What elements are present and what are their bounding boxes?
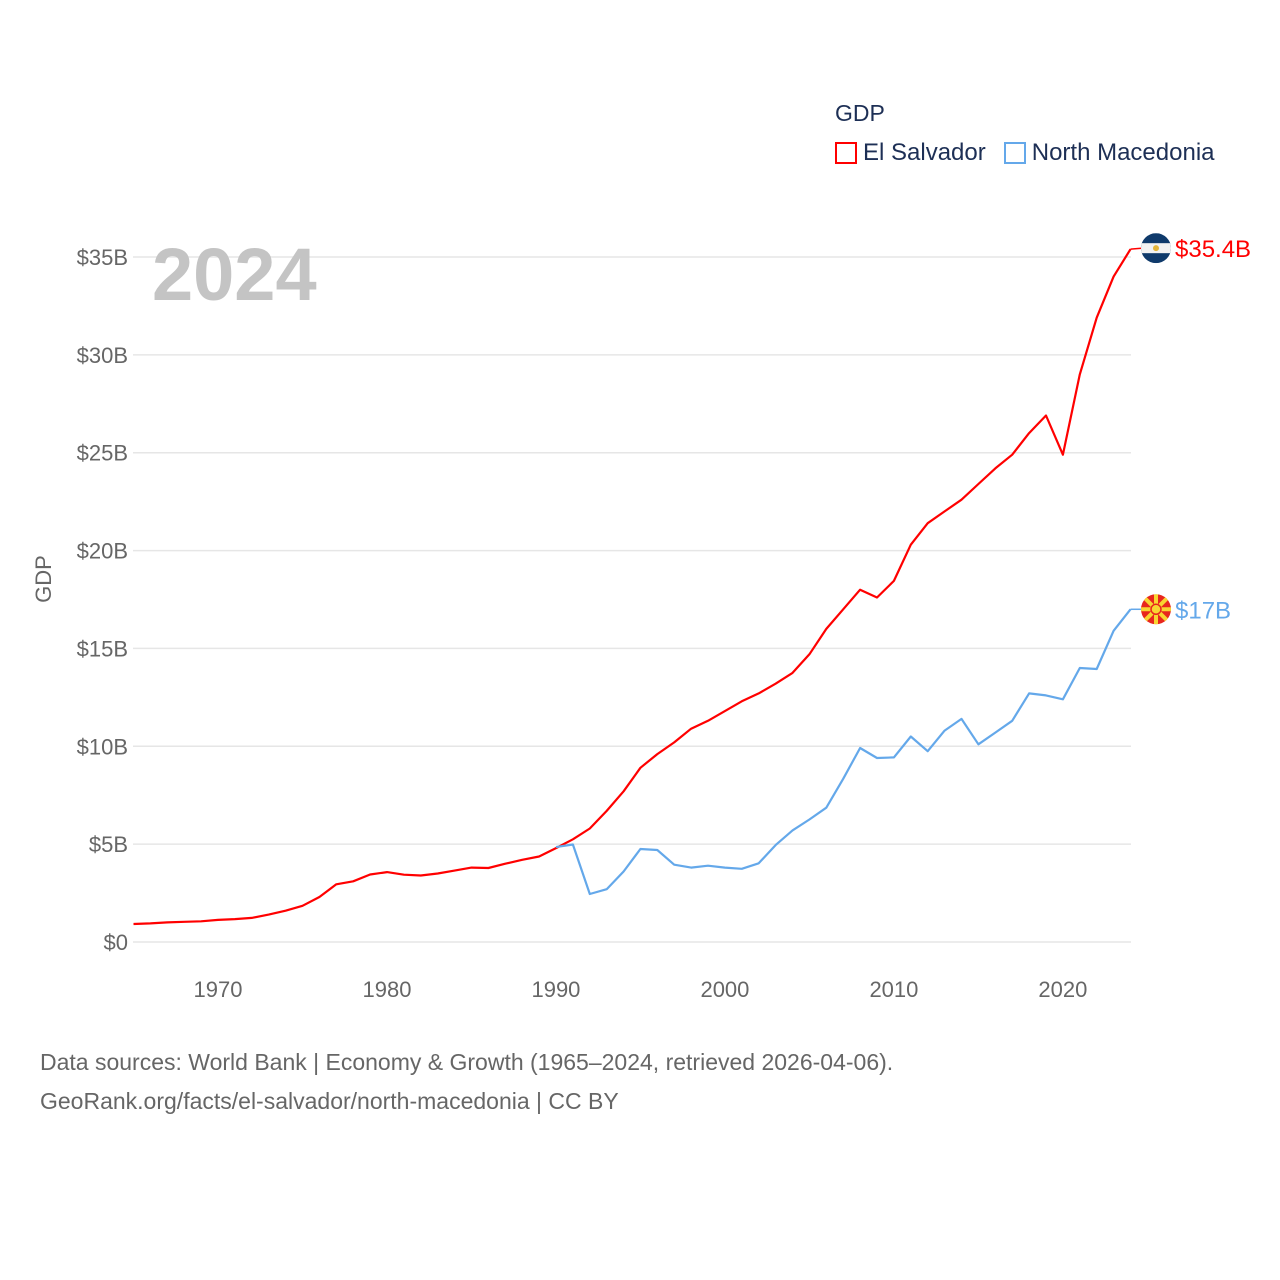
end-value-label: $17B xyxy=(1175,597,1231,624)
legend-swatch-north-macedonia xyxy=(1003,142,1026,164)
flag-sun xyxy=(1150,603,1162,616)
x-tick-label: 2020 xyxy=(1038,977,1087,1002)
series-line-el-salvador xyxy=(133,248,1132,926)
flag-emblem xyxy=(1153,245,1159,252)
x-tick-label: 1970 xyxy=(194,977,243,1002)
y-tick-label: $20B xyxy=(77,539,128,564)
grid-lines xyxy=(133,256,1131,943)
y-tick-label: $10B xyxy=(77,734,128,759)
x-tick-label: 2010 xyxy=(869,977,918,1002)
footer-sources: Data sources: World Bank | Economy & Gro… xyxy=(40,1043,893,1121)
legend: GDP El Salvador North Macedonia xyxy=(835,100,1215,167)
y-tick-label: $25B xyxy=(77,441,128,466)
end-value-label: $35.4B xyxy=(1175,236,1251,263)
year-watermark: 2024 xyxy=(152,233,317,316)
el-salvador-flag-icon xyxy=(1141,233,1171,264)
x-tick-label: 2000 xyxy=(700,977,749,1002)
end-labels: $35.4B $17B xyxy=(1130,233,1251,625)
legend-item-el-salvador[interactable]: El Salvador xyxy=(835,139,986,167)
y-tick-label: $15B xyxy=(77,636,128,661)
gdp-line-chart: $0$5B$10B$15B$20B$25B$30B$35B 1970 1980 19… xyxy=(31,233,1251,1002)
legend-label: El Salvador xyxy=(863,139,986,166)
y-tick-label: $35B xyxy=(77,245,128,270)
north-macedonia-flag-icon xyxy=(1141,594,1171,625)
x-tick-label: 1980 xyxy=(362,977,411,1002)
flag-body xyxy=(1141,233,1171,264)
footer-line-2: GeoRank.org/facts/el-salvador/north-mace… xyxy=(40,1088,619,1114)
series-line-north-macedonia xyxy=(555,608,1132,896)
series-lines xyxy=(133,248,1132,926)
legend-title: GDP xyxy=(835,100,885,126)
y-axis-label: GDP xyxy=(31,555,56,603)
legend-swatch-el-salvador xyxy=(835,142,857,164)
y-tick-label: $5B xyxy=(89,832,128,857)
end-connector xyxy=(1130,247,1144,250)
footer-line-1: Data sources: World Bank | Economy & Gro… xyxy=(40,1049,894,1075)
flag-body xyxy=(1141,594,1171,625)
y-tick-label: $0 xyxy=(104,930,128,955)
legend-label: North Macedonia xyxy=(1031,139,1215,166)
legend-item-north-macedonia[interactable]: North Macedonia xyxy=(1003,139,1215,167)
x-axis-ticks: 1970 1980 1990 2000 2010 2020 xyxy=(194,977,1088,1002)
y-tick-label: $30B xyxy=(77,343,128,368)
x-tick-label: 1990 xyxy=(531,977,580,1002)
y-axis-ticks: $0 $5B $10B $15B $20B $25B $30B $35B xyxy=(77,245,128,955)
